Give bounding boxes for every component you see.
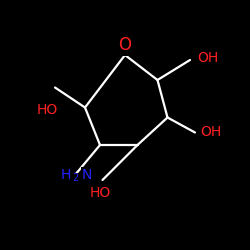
Text: OH: OH [200,126,221,140]
Text: HO: HO [90,186,110,200]
Text: N: N [82,168,92,182]
Text: 2: 2 [72,173,79,183]
Text: H: H [61,168,71,182]
Text: OH: OH [198,50,219,64]
Text: O: O [118,36,132,54]
Text: HO: HO [36,103,58,117]
